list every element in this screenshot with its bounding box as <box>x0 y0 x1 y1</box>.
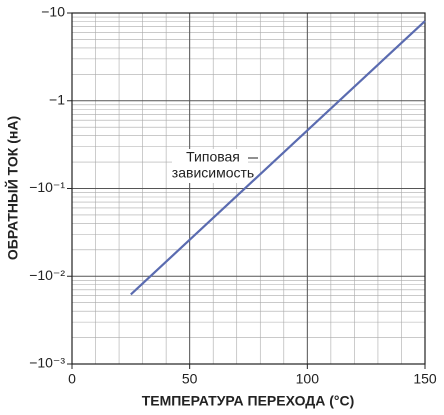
y-tick-label: −10 <box>41 4 65 20</box>
plot-frame <box>71 12 426 365</box>
y-tick-label: −10⁻¹ <box>29 179 65 195</box>
y-tick-label: −10⁻³ <box>29 355 65 371</box>
x-tick-label: 0 <box>68 371 76 387</box>
x-tick-label: 50 <box>182 371 198 387</box>
annotation: зависимость <box>172 165 254 181</box>
y-tick-label: −1 <box>49 91 65 107</box>
x-tick-label: 150 <box>413 371 437 387</box>
x-axis-title: ТЕМПЕРАТУРА ПЕРЕХОДА (°C) <box>142 393 355 409</box>
y-axis-title: ОБРАТНЫЙ ТОК (нА) <box>4 116 21 260</box>
annotation-bg <box>172 149 248 183</box>
data-line <box>130 20 426 296</box>
x-tick-label: 100 <box>296 371 320 387</box>
y-tick-label: −10⁻² <box>29 267 65 283</box>
annotation: Типовая <box>186 149 240 165</box>
